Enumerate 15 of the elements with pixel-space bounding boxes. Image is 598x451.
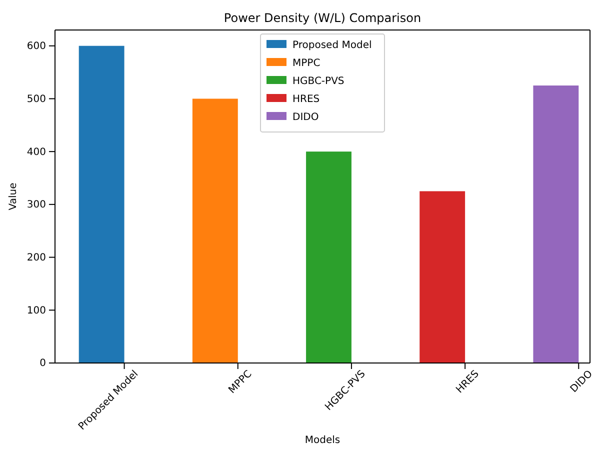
y-tick-label: 500: [26, 94, 46, 105]
legend-label: DIDO: [292, 112, 319, 123]
y-tick-label: 300: [26, 200, 46, 211]
y-tick-label: 0: [40, 358, 46, 370]
y-tick-label: 400: [26, 146, 46, 158]
y-tick-label: 200: [26, 252, 46, 264]
x-axis-title: Models: [304, 435, 340, 446]
chart-title: Power Density (W/L) Comparison: [224, 11, 422, 25]
legend-label: MPPC: [292, 58, 320, 69]
y-tick-label: 100: [26, 305, 46, 316]
legend-label: HRES: [292, 94, 320, 105]
legend-label: Proposed Model: [292, 40, 372, 51]
y-axis-title: Value: [8, 182, 19, 210]
y-tick-label: 600: [26, 41, 46, 52]
legend-label: HGBC-PVS: [292, 76, 344, 87]
